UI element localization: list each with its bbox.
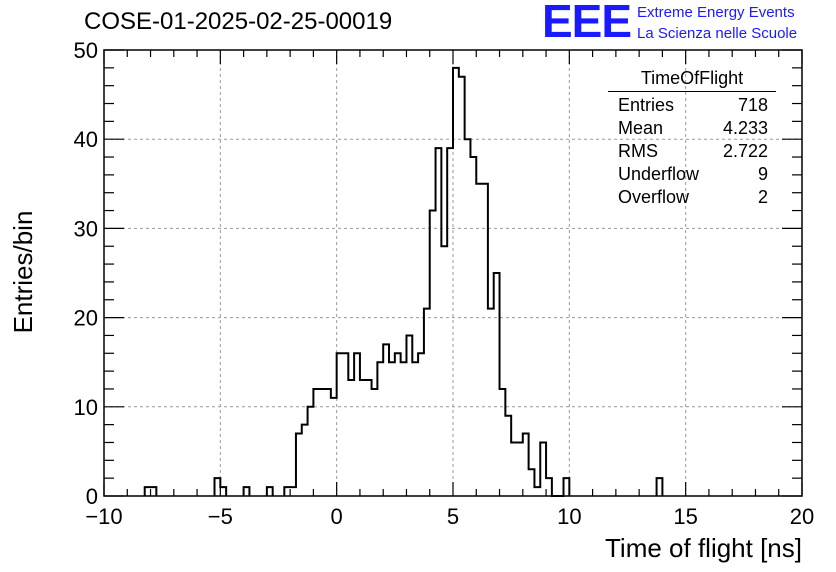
histogram-bin [534, 487, 540, 496]
logo-line-1: Extreme Energy Events [637, 4, 795, 21]
histogram-bin [412, 362, 418, 496]
y-tick-label: 40 [74, 127, 98, 152]
histogram-bin [331, 398, 337, 496]
y-tick-label: 30 [74, 216, 98, 241]
stats-row-rms: RMS 2.722 [608, 140, 776, 163]
y-tick-label: 50 [74, 38, 98, 63]
x-tick-label: 15 [673, 504, 697, 529]
x-axis-label: Time of flight [ns] [605, 533, 802, 563]
histogram-bin [319, 389, 325, 496]
stats-label: Overflow [618, 187, 690, 207]
stats-box-title: TimeOfFlight [608, 68, 776, 92]
stats-value: 9 [757, 164, 768, 184]
histogram-bin [389, 362, 395, 496]
stats-value: 2.722 [722, 141, 768, 161]
stats-label: Entries [618, 95, 675, 115]
histogram-bin [511, 442, 517, 496]
histogram-bin [401, 362, 407, 496]
stats-label: RMS [618, 141, 658, 161]
histogram-bin [383, 344, 389, 496]
histogram-bin [418, 353, 424, 496]
x-tick-label: −5 [208, 504, 233, 529]
logo-line-2: La Scienza nelle Scuole [637, 25, 798, 42]
stats-box: TimeOfFlight Entries 718 Mean 4.233 RMS 2.722… [608, 68, 776, 209]
histogram-bin [325, 389, 331, 496]
histogram-bin [488, 309, 494, 496]
histogram-bin [476, 184, 482, 496]
chart-title: COSE-01-2025-02-25-00019 [84, 8, 393, 35]
x-tick-label: 20 [790, 504, 814, 529]
histogram-bin [290, 487, 296, 496]
histogram-outline [143, 66, 664, 497]
x-tick-label: 0 [331, 504, 343, 529]
histogram-bin [441, 246, 447, 496]
stats-row-mean: Mean 4.233 [608, 117, 776, 140]
histogram-bin [470, 157, 476, 496]
histogram-bin [372, 389, 378, 496]
histogram-bin [360, 380, 366, 496]
y-tick-label: 0 [86, 484, 98, 509]
stats-row-underflow: Underflow 9 [608, 163, 776, 186]
x-tick-label: 10 [557, 504, 581, 529]
stats-label: Underflow [618, 164, 700, 184]
eee-logo: EEE [542, 0, 632, 47]
stats-value: 718 [737, 95, 768, 115]
histogram-bin [302, 425, 308, 496]
stats-row-overflow: Overflow 2 [608, 186, 776, 209]
y-tick-label: 20 [74, 306, 98, 331]
stats-value: 2 [757, 187, 768, 207]
histogram-bin [517, 442, 523, 496]
x-tick-label: −10 [85, 504, 122, 529]
histogram-bin [348, 380, 354, 496]
y-tick-label: 10 [74, 395, 98, 420]
stats-label: Mean [618, 118, 664, 138]
stats-row-entries: Entries 718 [608, 94, 776, 117]
stats-value: 4.233 [722, 118, 768, 138]
x-tick-label: 5 [447, 504, 459, 529]
histogram-bin [395, 353, 401, 496]
histogram-bin [366, 380, 372, 496]
